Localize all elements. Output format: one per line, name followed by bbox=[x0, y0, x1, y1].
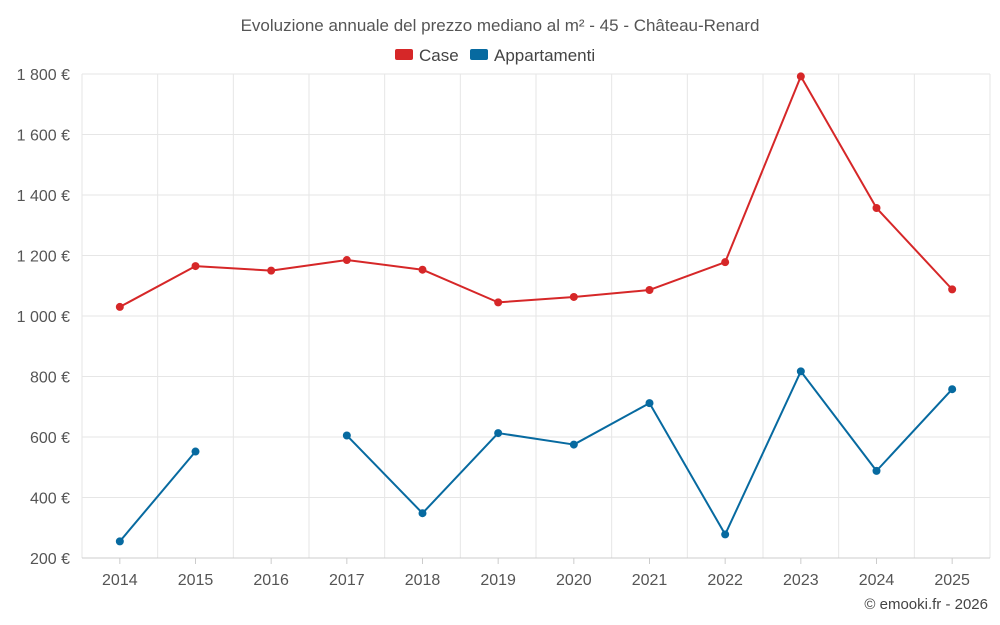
data-point[interactable] bbox=[115, 537, 124, 546]
credit-text: © emooki.fr - 2026 bbox=[864, 596, 988, 613]
series-line bbox=[119, 75, 953, 308]
legend-swatch-appartamenti bbox=[470, 49, 488, 60]
y-tick-label: 1 800 € bbox=[17, 67, 70, 84]
y-tick-label: 1 600 € bbox=[17, 128, 70, 145]
data-point[interactable] bbox=[796, 72, 805, 81]
y-tick-label: 400 € bbox=[30, 491, 70, 508]
data-point[interactable] bbox=[418, 265, 427, 274]
x-tick-label: 2019 bbox=[480, 572, 516, 589]
data-point[interactable] bbox=[418, 509, 427, 518]
data-point[interactable] bbox=[191, 447, 200, 456]
data-point[interactable] bbox=[569, 292, 578, 301]
data-point[interactable] bbox=[494, 298, 503, 307]
x-tick-label: 2014 bbox=[102, 572, 138, 589]
grid bbox=[81, 73, 991, 559]
data-point[interactable] bbox=[645, 285, 654, 294]
data-point[interactable] bbox=[948, 285, 957, 294]
series-line bbox=[119, 450, 197, 543]
legend-label-case: Case bbox=[419, 46, 459, 65]
legend-item-case[interactable]: Case bbox=[395, 46, 459, 65]
legend-swatch-case bbox=[395, 49, 413, 60]
chart-title: Evoluzione annuale del prezzo mediano al… bbox=[241, 16, 760, 35]
data-point[interactable] bbox=[342, 431, 351, 440]
x-tick-label: 2018 bbox=[405, 572, 441, 589]
x-tick-label: 2023 bbox=[783, 572, 819, 589]
x-tick-label: 2017 bbox=[329, 572, 365, 589]
data-point[interactable] bbox=[115, 302, 124, 311]
data-point[interactable] bbox=[494, 429, 503, 438]
legend: Case Appartamenti bbox=[395, 46, 595, 65]
y-tick-label: 1 200 € bbox=[17, 249, 70, 266]
y-tick-label: 1 000 € bbox=[17, 309, 70, 326]
data-point[interactable] bbox=[267, 266, 276, 275]
x-tick-label: 2021 bbox=[632, 572, 668, 589]
legend-item-appartamenti[interactable]: Appartamenti bbox=[470, 46, 595, 65]
data-point[interactable] bbox=[948, 385, 957, 394]
data-point[interactable] bbox=[721, 530, 730, 539]
axes: 200 € 400 € 600 € 800 € 1 000 € 1 200 € 1 400 … bbox=[17, 67, 990, 589]
y-tick-label: 600 € bbox=[30, 430, 70, 447]
x-tick-label: 2024 bbox=[859, 572, 895, 589]
x-tick-label: 2022 bbox=[707, 572, 743, 589]
x-tick-label: 2025 bbox=[934, 572, 970, 589]
data-point[interactable] bbox=[569, 440, 578, 449]
x-tick-label: 2016 bbox=[253, 572, 289, 589]
y-tick-label: 1 400 € bbox=[17, 188, 70, 205]
series-case bbox=[115, 72, 957, 311]
series-line bbox=[346, 370, 953, 536]
data-point[interactable] bbox=[191, 262, 200, 271]
data-point[interactable] bbox=[796, 367, 805, 376]
y-tick-label: 200 € bbox=[30, 551, 70, 568]
series-appartamenti bbox=[115, 367, 957, 546]
data-point[interactable] bbox=[721, 258, 730, 267]
y-tick-label: 800 € bbox=[30, 370, 70, 387]
x-tick-label: 2015 bbox=[178, 572, 214, 589]
x-tick-label: 2020 bbox=[556, 572, 592, 589]
data-point[interactable] bbox=[872, 466, 881, 475]
series bbox=[115, 72, 957, 546]
data-point[interactable] bbox=[645, 399, 654, 408]
data-point[interactable] bbox=[872, 204, 881, 213]
data-point[interactable] bbox=[342, 256, 351, 265]
legend-label-appartamenti: Appartamenti bbox=[494, 46, 595, 65]
